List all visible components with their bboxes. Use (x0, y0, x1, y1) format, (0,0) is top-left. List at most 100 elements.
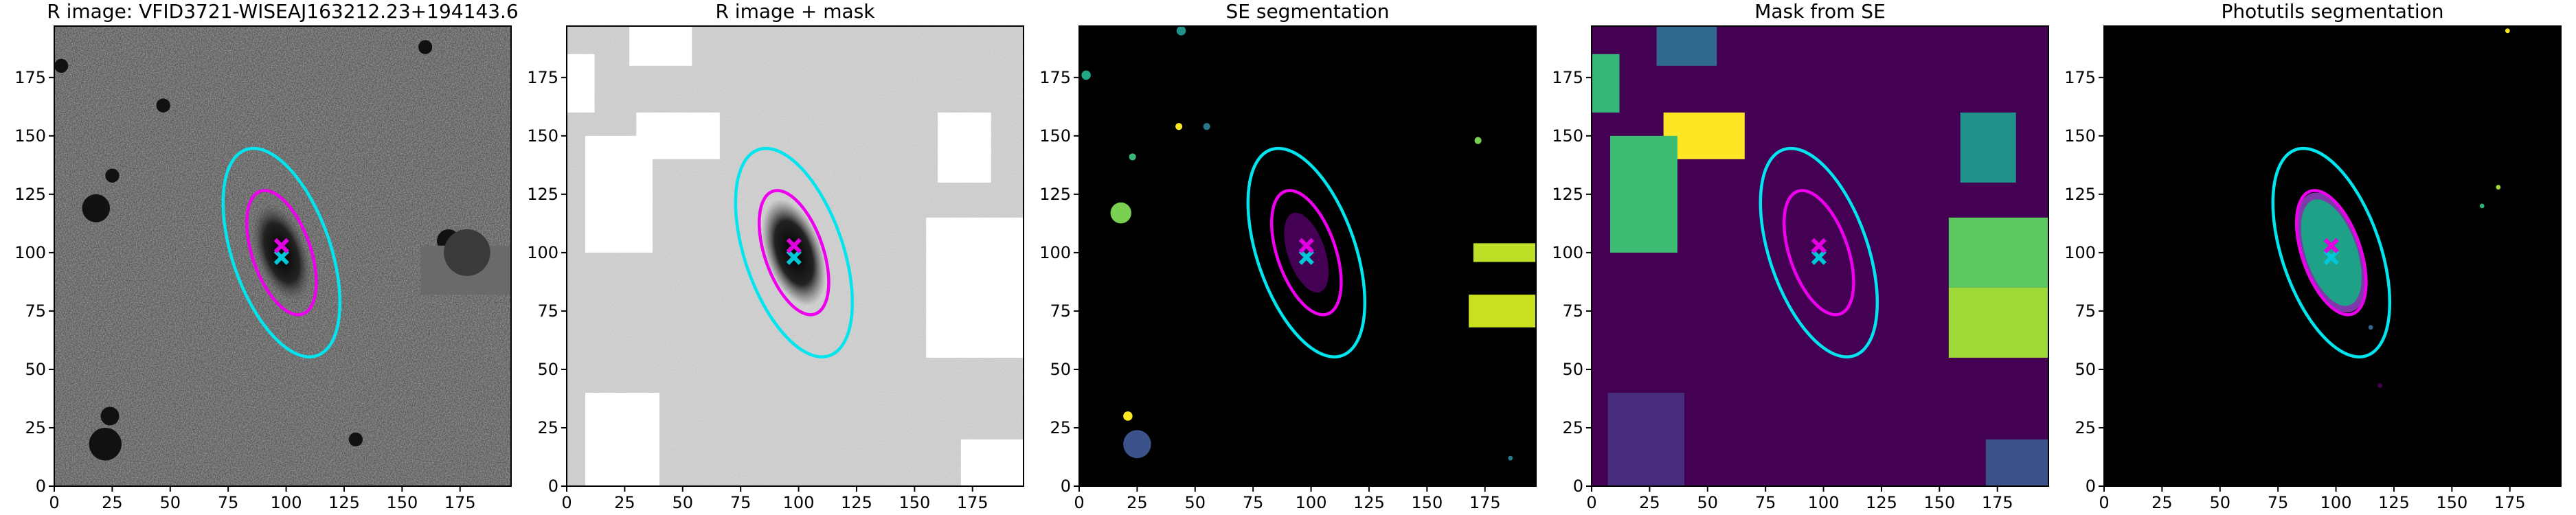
axes-frame (2103, 25, 2562, 487)
star (54, 58, 69, 73)
star (156, 98, 170, 113)
centre-marker (273, 249, 289, 265)
x-tick-label: 50 (160, 493, 181, 512)
mask-region (1592, 54, 1620, 113)
segment (1123, 430, 1151, 459)
segment (1129, 153, 1136, 161)
mask-region (926, 217, 1024, 358)
x-tick-label: 125 (1353, 493, 1385, 512)
y-tick-label: 100 (2064, 243, 2096, 262)
mask-region (1656, 26, 1717, 66)
y-tick-label: 25 (25, 418, 46, 437)
y-tick-label: 0 (2086, 477, 2096, 496)
y-tick-label: 50 (1562, 360, 1583, 379)
x-tick-label: 25 (1639, 493, 1660, 512)
x-tick-label: 0 (49, 493, 59, 512)
y-tick-label: 125 (2064, 185, 2096, 204)
y-tick-label: 25 (537, 418, 558, 437)
mask-region (938, 112, 991, 183)
aperture-ellipse (1246, 146, 1367, 358)
galaxy (2301, 199, 2362, 306)
segment (1203, 123, 1210, 130)
segment (2479, 203, 2485, 209)
x-tick-label: 125 (328, 493, 360, 512)
y-tick-label: 0 (36, 477, 46, 496)
galaxy (762, 199, 826, 306)
y-tick-label: 75 (25, 301, 46, 321)
axes-frame (1591, 25, 2049, 487)
mask-region (1960, 112, 2016, 183)
x-tick-label: 175 (1982, 493, 2013, 512)
mask-region (585, 135, 653, 253)
y-tick-label: 50 (2075, 360, 2096, 379)
x-tick-label: 150 (899, 493, 930, 512)
x-tick-label: 175 (444, 493, 476, 512)
x-tick-label: 175 (2494, 493, 2526, 512)
x-tick-label: 75 (2268, 493, 2289, 512)
segment (1474, 137, 1482, 144)
mask-region (1607, 392, 1685, 486)
x-tick-label: 75 (1755, 493, 1776, 512)
centre-marker (786, 249, 802, 265)
y-tick-label: 50 (1050, 360, 1071, 379)
x-tick-label: 25 (102, 493, 123, 512)
y-tick-label: 175 (1039, 68, 1071, 87)
y-tick-label: 0 (1573, 477, 1583, 496)
star (82, 194, 111, 222)
mask-region (960, 439, 1024, 486)
y-tick-label: 25 (1562, 418, 1583, 437)
axes-frame (54, 25, 512, 487)
aperture-ellipse (757, 189, 831, 317)
segment (1175, 123, 1183, 130)
centre-marker (786, 238, 802, 253)
galaxy (251, 203, 311, 302)
x-tick-label: 25 (614, 493, 635, 512)
x-tick-label: 175 (957, 493, 988, 512)
y-tick-label: 100 (527, 243, 558, 262)
segment (1123, 411, 1133, 421)
image-panel (2104, 26, 2561, 486)
x-tick-label: 50 (2210, 493, 2231, 512)
galaxy (1284, 212, 1329, 293)
axes-frame (1078, 25, 1537, 487)
centre-marker (2323, 249, 2339, 265)
y-tick-label: 125 (1039, 185, 1071, 204)
x-tick-label: 150 (2436, 493, 2467, 512)
centre-marker (273, 238, 289, 253)
x-tick-label: 100 (1296, 493, 1327, 512)
x-tick-label: 25 (1127, 493, 1148, 512)
y-tick-label: 150 (14, 126, 46, 146)
y-tick-label: 175 (527, 68, 558, 87)
segment (1081, 70, 1091, 80)
y-tick-label: 25 (1050, 418, 1071, 437)
aperture-ellipse (1269, 189, 1343, 317)
y-tick-label: 50 (537, 360, 558, 379)
star (418, 40, 433, 54)
y-tick-label: 125 (1552, 185, 1583, 204)
y-tick-label: 175 (2064, 68, 2096, 87)
star (100, 407, 120, 426)
mask-region (567, 54, 595, 113)
centre-marker (1811, 249, 1827, 265)
mask-region (585, 392, 660, 486)
segment (1473, 243, 1536, 262)
aperture-ellipse (2271, 146, 2392, 358)
y-tick-label: 100 (14, 243, 46, 262)
x-tick-label: 75 (218, 493, 239, 512)
panel-title: SE segmentation (1226, 0, 1390, 23)
x-tick-label: 125 (2378, 493, 2410, 512)
x-tick-label: 100 (271, 493, 302, 512)
y-tick-label: 175 (14, 68, 46, 87)
x-tick-label: 100 (2320, 493, 2352, 512)
y-tick-label: 25 (2075, 418, 2096, 437)
axes-frame (566, 25, 1024, 487)
image-panel (567, 26, 1024, 486)
y-tick-label: 150 (1039, 126, 1071, 146)
star (89, 427, 122, 461)
x-tick-label: 75 (1243, 493, 1264, 512)
aperture-ellipse (1759, 146, 1879, 358)
panel-title: R image: VFID3721-WISEAJ163212.23+194143… (47, 0, 519, 23)
aperture-ellipse (1782, 189, 1855, 317)
